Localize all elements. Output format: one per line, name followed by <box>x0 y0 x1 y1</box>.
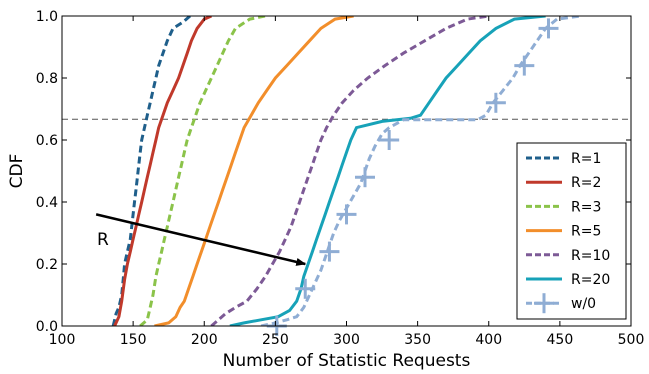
y-tick-label: 0.2 <box>36 257 58 273</box>
x-tick-label: 450 <box>547 332 574 348</box>
marker-layer <box>267 18 559 336</box>
x-axis-title: Number of Statistic Requests <box>223 351 471 371</box>
legend: R=1 R=2 R=3 R=5 R=10 R=20 w/0 <box>517 143 626 319</box>
legend-label: R=1 <box>571 151 601 167</box>
x-tick-label: 150 <box>120 332 147 348</box>
x-tick-label: 350 <box>404 332 431 348</box>
annotation-label: R <box>97 230 109 250</box>
x-tick-label: 250 <box>262 332 289 348</box>
y-tick-label: 0.6 <box>36 133 58 149</box>
y-tick-label: 0.8 <box>36 71 58 87</box>
series-line-r-10 <box>211 16 488 326</box>
y-tick-label: 0.4 <box>36 195 58 211</box>
legend-label: R=2 <box>571 175 601 191</box>
x-tick-label: 500 <box>618 332 645 348</box>
legend-label: R=20 <box>571 272 610 288</box>
y-tick-label: 0.0 <box>36 319 58 335</box>
x-tick-label: 200 <box>191 332 218 348</box>
marker-point-4 <box>355 167 375 187</box>
y-axis-title: CDF <box>7 154 27 189</box>
legend-label: R=10 <box>571 248 610 264</box>
marker-point-3 <box>337 204 357 224</box>
x-tick-label: 400 <box>475 332 502 348</box>
series-line-r-2 <box>115 16 212 326</box>
legend-label: R=3 <box>571 199 601 215</box>
y-tick-label: 1.0 <box>36 9 58 25</box>
series-line-r-20 <box>230 16 546 326</box>
marker-point-2 <box>319 242 339 262</box>
legend-label: w/0 <box>571 296 596 312</box>
marker-point-5 <box>379 130 399 150</box>
x-tick-label: 300 <box>333 332 360 348</box>
series-layer <box>113 16 581 326</box>
legend-label: R=5 <box>571 224 601 240</box>
